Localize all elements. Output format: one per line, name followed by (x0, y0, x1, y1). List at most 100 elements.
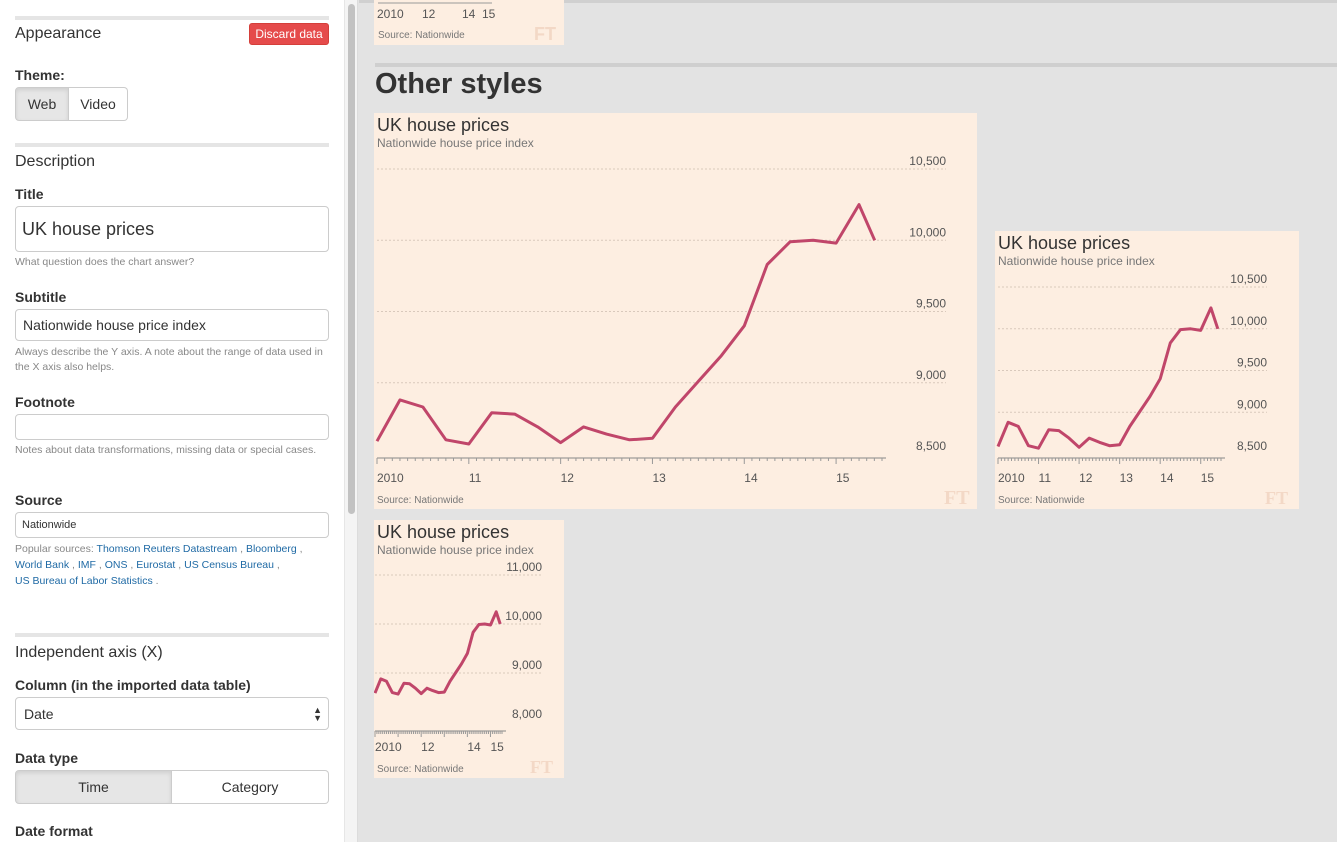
ft-logo-icon: FT (944, 487, 970, 509)
theme-video-button[interactable]: Video (69, 87, 128, 121)
x-tick-label: 14 (467, 740, 481, 754)
source-link-us-bls[interactable]: US Bureau of Labor Statistics (15, 575, 153, 587)
data-type-toggle: Time Category (15, 770, 329, 804)
top-tick-label: 15 (482, 7, 496, 21)
chart-card-top: 2010 12 14 15 Source: Nationwide FT (374, 0, 564, 45)
x-tick-label: 14 (744, 471, 758, 485)
chart-subtitle: Nationwide house price index (377, 543, 534, 557)
y-tick-label: 10,000 (1230, 314, 1267, 328)
data-type-time-button[interactable]: Time (15, 770, 172, 804)
source-link-imf[interactable]: IMF (77, 559, 96, 571)
x-axis-title: Independent axis (X) (15, 644, 163, 661)
x-tick-label: 11 (469, 471, 482, 485)
theme-label: Theme: (15, 67, 65, 83)
y-tick-label: 11,000 (506, 560, 542, 574)
title-label: Title (15, 186, 44, 202)
chart-source: Source: Nationwide (998, 495, 1085, 506)
popular-sources: Popular sources: Thomson Reuters Datastr… (15, 543, 303, 587)
theme-toggle: Web Video (15, 87, 128, 121)
footnote-label: Footnote (15, 394, 75, 410)
chart-subtitle: Nationwide house price index (998, 254, 1155, 268)
column-select[interactable]: Date ▲ ▼ (15, 697, 329, 730)
discard-data-button[interactable]: Discard data (249, 23, 329, 45)
x-tick-label: 12 (1079, 471, 1093, 485)
y-tick-label: 8,000 (512, 707, 542, 721)
appearance-title: Appearance (15, 25, 102, 42)
y-tick-label: 8,500 (916, 439, 946, 453)
chart-card-medium: UK house prices Nationwide house price in… (995, 231, 1299, 509)
series-line (996, 306, 1220, 450)
preview-area: 2010 12 14 15 Source: Nationwide FT Othe… (359, 0, 1337, 842)
chart-source: Source: Nationwide (377, 764, 464, 775)
top-card-source: Source: Nationwide (378, 30, 465, 41)
source-link-eurostat[interactable]: Eurostat (136, 559, 176, 571)
subtitle-help: Always describe the Y axis. A note about… (15, 346, 323, 373)
date-format-label: Date format (15, 823, 93, 839)
top-tick-label: 14 (462, 7, 476, 21)
description-title: Description (15, 153, 96, 170)
ft-logo-icon: FT (1265, 488, 1288, 508)
source-link-world-bank[interactable]: World Bank (15, 559, 70, 571)
chart-title: UK house prices (377, 522, 509, 542)
x-tick-label: 2010 (377, 471, 404, 485)
section-rule (375, 63, 1337, 67)
data-type-label: Data type (15, 750, 79, 766)
x-tick-label: 15 (1201, 471, 1215, 485)
other-styles-heading: Other styles (375, 68, 543, 100)
footnote-input[interactable] (15, 414, 329, 440)
source-label: Source (15, 492, 63, 508)
x-tick-label: 2010 (375, 740, 402, 754)
section-divider (15, 16, 329, 20)
source-link-datastream[interactable]: Thomson Reuters Datastream (96, 543, 238, 555)
y-tick-label: 8,500 (1237, 439, 1267, 453)
series-line (375, 203, 877, 446)
top-border (359, 0, 1337, 3)
y-tick-label: 10,500 (909, 154, 946, 168)
subtitle-input[interactable]: Nationwide house price index (15, 309, 329, 341)
column-select-value: Date (24, 705, 54, 722)
section-divider (15, 143, 329, 147)
popular-sources-label: Popular sources: (15, 543, 94, 555)
footnote-help: Notes about data transformations, missin… (15, 444, 317, 456)
data-type-category-button[interactable]: Category (172, 770, 329, 804)
y-tick-label: 9,500 (1237, 356, 1267, 370)
title-help: What question does the chart answer? (15, 256, 195, 268)
y-tick-label: 10,000 (909, 225, 946, 239)
section-divider (15, 633, 329, 637)
source-link-bloomberg[interactable]: Bloomberg (245, 543, 297, 555)
x-tick-label: 13 (652, 471, 666, 485)
source-link-us-census[interactable]: US Census Bureau (184, 559, 274, 571)
source-input[interactable]: Nationwide (15, 512, 329, 538)
chart-source: Source: Nationwide (377, 495, 464, 506)
sidebar-scrollbar[interactable] (344, 0, 358, 842)
series-line (374, 610, 502, 696)
top-tick-label: 12 (422, 7, 436, 21)
top-card-svg: 2010 12 14 15 Source: Nationwide FT (377, 2, 556, 44)
x-tick-label: 12 (561, 471, 575, 485)
y-tick-label: 9,000 (1237, 397, 1267, 411)
y-tick-label: 10,500 (1230, 272, 1267, 286)
column-label: Column (in the imported data table) (15, 677, 251, 693)
ft-logo-icon: FT (534, 24, 556, 44)
x-tick-label: 15 (490, 740, 504, 754)
y-tick-label: 10,000 (505, 609, 542, 623)
subtitle-label: Subtitle (15, 289, 67, 305)
chart-card-large: UK house prices Nationwide house price in… (374, 113, 977, 509)
ft-logo-icon: FT (530, 757, 553, 777)
theme-web-button[interactable]: Web (15, 87, 69, 121)
x-tick-label: 11 (1039, 471, 1052, 485)
y-tick-label: 9,000 (512, 658, 542, 672)
title-input[interactable]: UK house prices (15, 206, 329, 252)
x-tick-label: 12 (421, 740, 435, 754)
x-tick-label: 13 (1120, 471, 1134, 485)
source-link-ons[interactable]: ONS (104, 559, 128, 571)
x-tick-label: 15 (836, 471, 850, 485)
y-tick-label: 9,500 (916, 297, 946, 311)
x-tick-label: 14 (1160, 471, 1174, 485)
select-arrows-icon: ▲ ▼ (313, 704, 322, 723)
scrollbar-thumb[interactable] (348, 4, 355, 514)
top-tick-label: 2010 (377, 7, 404, 21)
chart-card-small: UK house prices Nationwide house price in… (374, 520, 564, 778)
